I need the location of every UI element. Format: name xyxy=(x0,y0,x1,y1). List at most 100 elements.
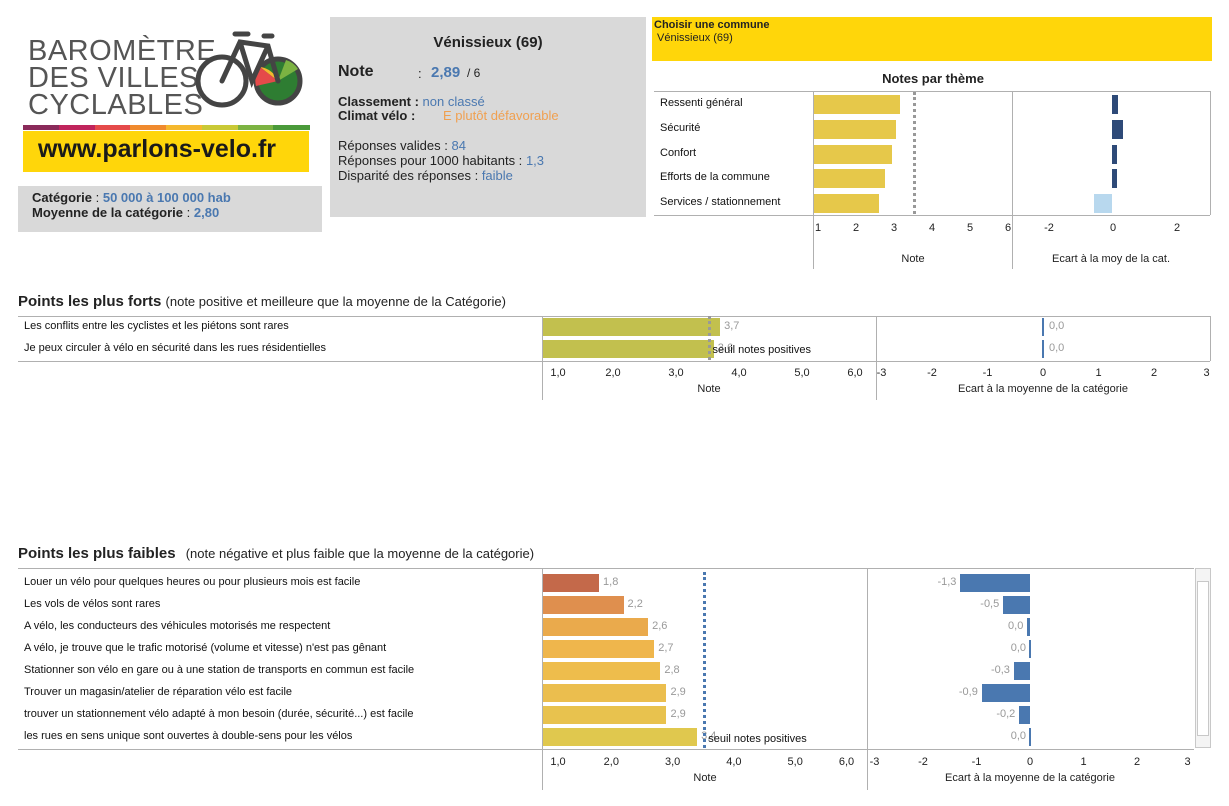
weak-x-tick: 1,0 xyxy=(550,756,566,768)
theme-ecart-axis-label: Ecart à la moy de la cat. xyxy=(1052,253,1170,265)
classement-line: Classement : non classé xyxy=(338,94,485,109)
commune-selector[interactable] xyxy=(652,17,1212,61)
logo-url: www.parlons-velo.fr xyxy=(38,135,277,163)
strong-ecart-tick: 2 xyxy=(1150,367,1158,379)
strong-x-tick: 5,0 xyxy=(794,367,810,379)
weak-ecart-value: -0,3 xyxy=(990,664,1010,676)
weak-x-axis-label: Note xyxy=(693,772,717,784)
weak-category-label: A vélo, les conducteurs des véhicules mo… xyxy=(24,620,331,632)
bicycle-icon xyxy=(195,31,303,108)
disparite-value: faible xyxy=(481,168,513,183)
weak-x-tick: 3,0 xyxy=(664,756,681,768)
weak-ecart-value: 0,0 xyxy=(1008,620,1024,632)
weak-x-tick: 5,0 xyxy=(787,756,803,768)
logo-stripe-segment xyxy=(166,125,203,130)
strong-points-title: Points les plus forts xyxy=(18,293,162,310)
category-sep: : xyxy=(95,190,100,205)
theme-ecart-bar xyxy=(1112,119,1124,139)
weak-note-bar xyxy=(543,706,667,724)
disparite-label: Disparité des réponses : xyxy=(338,168,479,183)
weak-ecart-tick: 3 xyxy=(1184,756,1191,768)
weak-category-label: trouver un stationnement vélo adapté à m… xyxy=(24,708,414,720)
weak-note-bar xyxy=(543,640,655,658)
category-average-sep: : xyxy=(186,205,191,220)
theme-ecart-tick: -2 xyxy=(1044,222,1054,234)
theme-ecart-tick: 2 xyxy=(1173,222,1181,234)
weak-ecart-bar xyxy=(1013,662,1030,680)
theme-x-tick: 1 xyxy=(814,222,822,234)
strong-ecart-bar xyxy=(1042,318,1044,336)
category-average-label: Moyenne de la catégorie xyxy=(32,205,183,220)
logo-stripe-segment xyxy=(273,125,310,130)
classement-value: non classé xyxy=(422,94,485,109)
logo-line-3: CYCLABLES xyxy=(28,89,204,121)
weak-category-label: les rues en sens unique sont ouvertes à … xyxy=(24,730,353,742)
weak-ecart-tick: 2 xyxy=(1133,756,1141,768)
strong-note-bar xyxy=(543,318,721,336)
category-box xyxy=(18,186,322,232)
weak-ecart-bar xyxy=(960,574,1030,592)
weak-points-scrollbar[interactable] xyxy=(1195,568,1211,748)
theme-x-axis-label: Note xyxy=(901,253,925,265)
weak-ecart-value: -0,5 xyxy=(980,598,1000,610)
weak-ecart-bar xyxy=(981,684,1030,702)
theme-x-tick: 5 xyxy=(966,222,974,234)
theme-chart-title: Notes par thème xyxy=(882,71,984,86)
strong-ecart-tick: -1 xyxy=(982,367,993,379)
weak-ecart-bar xyxy=(1029,640,1031,658)
weak-note-value: 2,6 xyxy=(652,620,668,632)
weak-ecart-tick: -3 xyxy=(869,756,880,768)
strong-x-axis-label: Note xyxy=(697,383,721,395)
theme-category-label: Confort xyxy=(660,146,697,159)
theme-x-tick: 2 xyxy=(852,222,860,234)
weak-note-value: 2,7 xyxy=(658,642,674,654)
strong-ecart-tick: 3 xyxy=(1203,367,1210,379)
logo-line-1: BAROMÈTRE xyxy=(28,35,217,67)
pour1000-value: 1,3 xyxy=(525,153,545,168)
weak-ecart-tick: -2 xyxy=(918,756,928,768)
weak-points-scrollbar-thumb[interactable] xyxy=(1197,581,1209,736)
weak-points-header: Points les plus faibles (note négative e… xyxy=(18,545,534,562)
strong-ecart-tick: -2 xyxy=(927,367,937,379)
weak-points-subtitle: (note négative et plus faible que la moy… xyxy=(185,546,535,561)
logo-stripe-segment xyxy=(58,125,95,130)
weak-note-bar xyxy=(543,574,600,592)
weak-ecart-value: 0,0 xyxy=(1010,642,1026,654)
theme-reference-line xyxy=(913,92,916,214)
climat-label: Climat vélo : xyxy=(338,108,416,123)
summary-box xyxy=(330,17,646,217)
note-sep: : xyxy=(418,66,422,81)
theme-ecart-bar xyxy=(1094,193,1112,213)
weak-ecart-bar xyxy=(1027,618,1030,636)
strong-ecart-tick: 1 xyxy=(1095,367,1102,379)
strong-x-tick: 2,0 xyxy=(605,367,621,379)
strong-x-tick: 6,0 xyxy=(847,367,863,379)
strong-ecart-value: 0,0 xyxy=(1049,342,1065,354)
weak-note-bar xyxy=(543,662,661,680)
weak-ecart-bar xyxy=(1003,596,1030,614)
pour1000-label: Réponses pour 1000 habitants : xyxy=(338,153,523,168)
theme-category-label: Ressenti général xyxy=(660,97,743,110)
weak-ecart-bar xyxy=(1029,728,1031,746)
theme-note-bar xyxy=(814,119,896,139)
city-title: Vénissieux (69) xyxy=(433,34,543,51)
logo-stripe-segment xyxy=(130,125,167,130)
strong-category-label: Je peux circuler à vélo en sécurité dans… xyxy=(24,342,327,354)
note-value: 2,89 xyxy=(431,64,461,81)
logo-stripe-segment xyxy=(94,125,131,130)
weak-x-tick: 6,0 xyxy=(838,756,855,768)
commune-selector-value[interactable]: Vénissieux (69) xyxy=(657,32,733,44)
weak-ecart-tick: 1 xyxy=(1080,756,1087,768)
strong-reference-line xyxy=(707,316,711,360)
theme-x-tick: 4 xyxy=(928,222,936,234)
theme-ecart-bar xyxy=(1112,144,1117,164)
logo-stripe-segment xyxy=(201,125,238,130)
strong-x-tick: 1,0 xyxy=(550,367,566,379)
weak-category-label: Stationner son vélo en gare ou à une sta… xyxy=(24,664,415,676)
weak-note-value: 2,2 xyxy=(627,598,643,610)
weak-note-bar xyxy=(543,684,667,702)
theme-x-tick: 3 xyxy=(890,222,898,234)
strong-points-header: Points les plus forts (note positive et … xyxy=(18,293,506,310)
theme-note-bar xyxy=(814,193,879,213)
weak-category-label: A vélo, je trouve que le trafic motorisé… xyxy=(24,642,387,654)
